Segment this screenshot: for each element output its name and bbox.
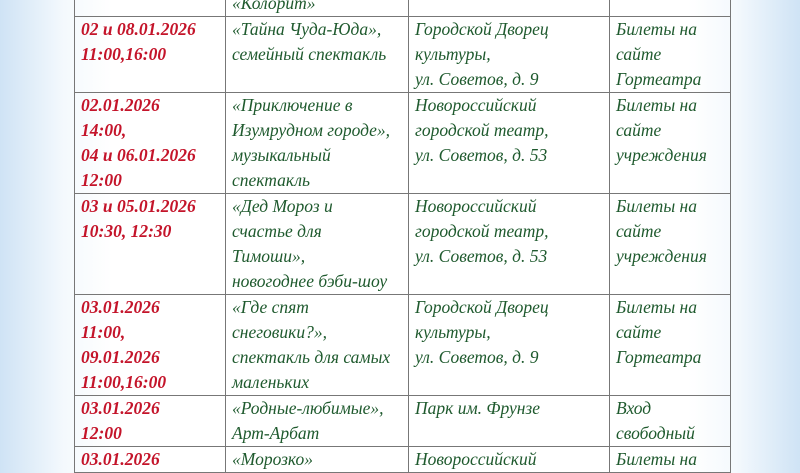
event-title: «Морозко» <box>225 446 409 473</box>
event-title: «Тайна Чуда-Юда», семейный спектакль <box>225 16 409 93</box>
event-place <box>408 0 610 17</box>
table-row: 03.01.2026 11:00, 09.01.2026 11:00,16:00… <box>74 294 731 396</box>
event-tickets: Билеты на сайте Гортеатра <box>609 294 731 396</box>
event-tickets: Билеты на сайте Гортеатра <box>609 16 731 93</box>
table-row: 03 и 05.01.2026 10:30, 12:30 «Дед Мороз и… <box>74 193 731 295</box>
event-place: Новороссийский <box>408 446 610 473</box>
event-title: «Где спят снеговики?», спектакль для сам… <box>225 294 409 396</box>
event-date <box>74 0 226 17</box>
event-place: Городской Дворец культуры, ул. Советов, … <box>408 294 610 396</box>
event-place: Городской Дворец культуры, ул. Советов, … <box>408 16 610 93</box>
event-place: Новороссийский городской театр, ул. Сове… <box>408 193 610 295</box>
event-title: «Приключение в Изумрудном городе», музык… <box>225 92 409 194</box>
table-row: 02.01.2026 14:00, 04 и 06.01.2026 12:00 «… <box>74 92 731 194</box>
table-row: 03.01.2026 12:00 «Родные-любимые», Арт-А… <box>74 395 731 447</box>
event-tickets: Билеты на <box>609 446 731 473</box>
event-tickets: Билеты на сайте учреждения <box>609 193 731 295</box>
event-tickets: Билеты на сайте учреждения <box>609 92 731 194</box>
events-table: «Колорит» 02 и 08.01.2026 11:00,16:00 «Тай… <box>74 0 731 473</box>
event-title: «Колорит» <box>225 0 409 17</box>
event-tickets: Вход свободный <box>609 395 731 447</box>
event-date: 02.01.2026 14:00, 04 и 06.01.2026 12:00 <box>74 92 226 194</box>
event-title: «Родные-любимые», Арт-Арбат <box>225 395 409 447</box>
event-title: «Дед Мороз и счастье для Тимоши», нового… <box>225 193 409 295</box>
event-date: 03.01.2026 11:00, 09.01.2026 11:00,16:00 <box>74 294 226 396</box>
event-tickets <box>609 0 731 17</box>
event-date: 02 и 08.01.2026 11:00,16:00 <box>74 16 226 93</box>
table-row: 02 и 08.01.2026 11:00,16:00 «Тайна Чуда-Ю… <box>74 16 731 93</box>
event-date: 03.01.2026 12:00 <box>74 395 226 447</box>
event-date: 03 и 05.01.2026 10:30, 12:30 <box>74 193 226 295</box>
table-row: 03.01.2026 «Морозко» Новороссийский Билеты … <box>74 446 731 473</box>
event-place: Новороссийский городской театр, ул. Сове… <box>408 92 610 194</box>
table-row: «Колорит» <box>74 0 731 17</box>
event-place: Парк им. Фрунзе <box>408 395 610 447</box>
event-date: 03.01.2026 <box>74 446 226 473</box>
